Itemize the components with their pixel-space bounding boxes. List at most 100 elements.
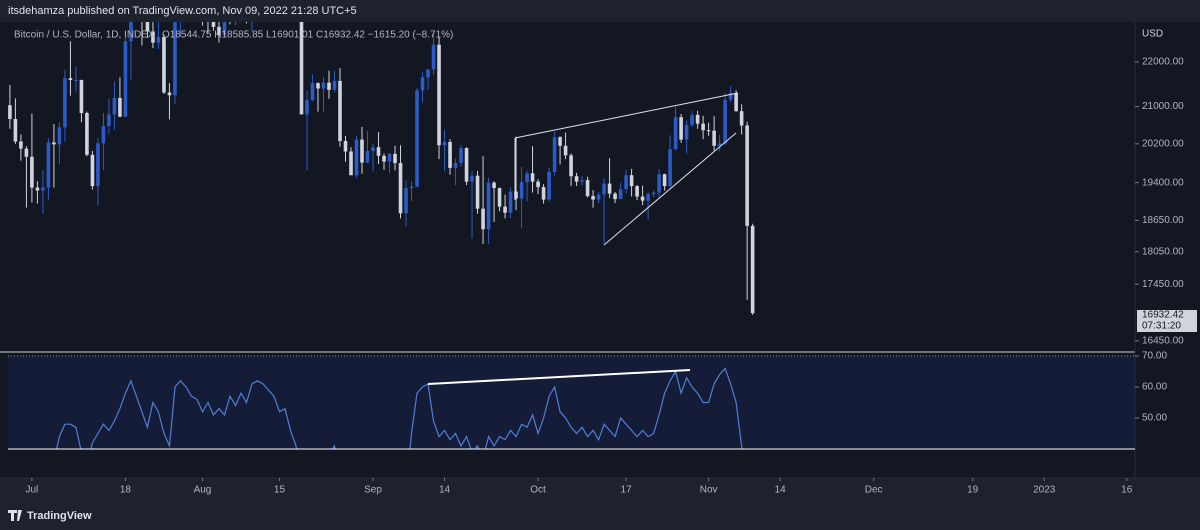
- x-tick-label: Jul: [26, 485, 39, 496]
- candle-body: [448, 141, 452, 168]
- brand: TradingView: [27, 510, 92, 522]
- trendline: [514, 92, 739, 139]
- candle-body: [695, 114, 700, 124]
- candle-body: [431, 44, 436, 70]
- candle-body: [217, 26, 221, 36]
- candle-body: [481, 208, 485, 230]
- candle-body: [310, 83, 315, 101]
- currency: USD: [1142, 29, 1163, 40]
- candle-body: [74, 80, 78, 82]
- candle-body: [701, 123, 705, 131]
- x-tick-label: Nov: [700, 485, 718, 496]
- candle-body: [662, 174, 667, 187]
- candle-body: [57, 127, 62, 145]
- candle-body: [530, 173, 535, 182]
- candle-body: [365, 151, 370, 163]
- candle-body: [68, 78, 73, 81]
- candle-body: [541, 187, 546, 200]
- y-tick-label: 18050.00: [1142, 246, 1184, 257]
- candle-body: [475, 175, 480, 209]
- candle-body: [514, 191, 518, 199]
- candle-body: [123, 41, 128, 117]
- y-tick-label: 22000.00: [1142, 57, 1184, 68]
- x-tick-label: 18: [120, 485, 132, 496]
- candle-body: [547, 171, 551, 200]
- candle-body: [525, 173, 529, 183]
- candle-body: [497, 188, 502, 207]
- candle-body: [24, 148, 29, 157]
- candle-body: [299, 22, 304, 115]
- candle-body: [35, 187, 40, 191]
- y2-tick-label: 50.00: [1142, 413, 1167, 424]
- candle-body: [8, 105, 12, 120]
- candle-body: [723, 99, 727, 144]
- price-tag: [1137, 310, 1197, 332]
- candle-body: [343, 141, 348, 152]
- candle-body: [563, 145, 568, 156]
- axes: 22000.00 21000.00 20200.00 19400.00 18650.00…: [26, 57, 1185, 496]
- candle-body: [684, 125, 689, 140]
- candle-body: [717, 143, 722, 146]
- candle-body: [679, 117, 683, 140]
- price-pane: [8, 22, 755, 315]
- y-tick-label: 18650.00: [1142, 215, 1184, 226]
- candle-body: [602, 183, 606, 195]
- publisher: itsdehamza published on TradingView.com,…: [8, 5, 357, 17]
- trendline: [603, 132, 737, 246]
- x-tick-label: Aug: [194, 485, 212, 496]
- candle-body: [19, 141, 23, 149]
- rsi-line: [56, 367, 743, 449]
- candle-body: [156, 37, 161, 43]
- x-tick-label: 2023: [1033, 485, 1056, 496]
- candle-body: [360, 139, 364, 163]
- candle-body: [646, 194, 650, 201]
- candle-body: [437, 44, 441, 146]
- candle-body: [382, 155, 386, 162]
- candle-body: [393, 153, 397, 164]
- last-price: 16932.42: [1142, 310, 1184, 321]
- candle-body: [613, 193, 617, 200]
- candle-body: [459, 148, 463, 164]
- candle-body: [30, 156, 34, 188]
- candle-body: [651, 192, 656, 195]
- candle-body: [745, 125, 749, 226]
- candle-body: [470, 175, 474, 182]
- candle-body: [354, 139, 359, 176]
- ohlc-legend: O18544.75 H18585.85 L16901.01 C16932.42 …: [162, 30, 453, 41]
- candle-body: [580, 180, 584, 182]
- candle-body: [624, 175, 628, 190]
- candle-body: [574, 176, 579, 182]
- candle-body: [398, 163, 403, 214]
- y-tick-label: 16450.00: [1142, 335, 1184, 346]
- trendline: [427, 369, 691, 385]
- candle-body: [41, 187, 45, 191]
- y-tick-label: 17450.00: [1142, 279, 1184, 290]
- y2-tick-label: 60.00: [1142, 382, 1167, 393]
- candle-body: [404, 188, 408, 214]
- candle-body: [338, 80, 342, 142]
- candle-body: [657, 174, 661, 193]
- candle-body: [739, 111, 744, 126]
- candle-body: [690, 114, 694, 126]
- candle-body: [503, 206, 507, 213]
- logo: [8, 510, 22, 521]
- x-tick-label: 14: [439, 485, 451, 496]
- x-tick-label: 17: [621, 485, 633, 496]
- y-tick-label: 19400.00: [1142, 177, 1184, 188]
- candle-body: [409, 186, 414, 189]
- x-tick-label: 19: [967, 485, 979, 496]
- candle-body: [569, 155, 573, 177]
- candle-body: [321, 82, 326, 89]
- y-tick-label: 20200.00: [1142, 138, 1184, 149]
- candle-body: [712, 130, 716, 146]
- candle-body: [492, 182, 496, 189]
- candle-body: [90, 154, 95, 187]
- candle-body: [112, 97, 117, 115]
- y-tick-label: 21000.00: [1142, 101, 1184, 112]
- candle-body: [167, 92, 172, 96]
- candle-body: [101, 125, 106, 144]
- candle-body: [706, 130, 711, 132]
- y2-tick-label: 70.00: [1142, 351, 1167, 362]
- candle-body: [371, 147, 375, 152]
- candle-body: [596, 194, 601, 200]
